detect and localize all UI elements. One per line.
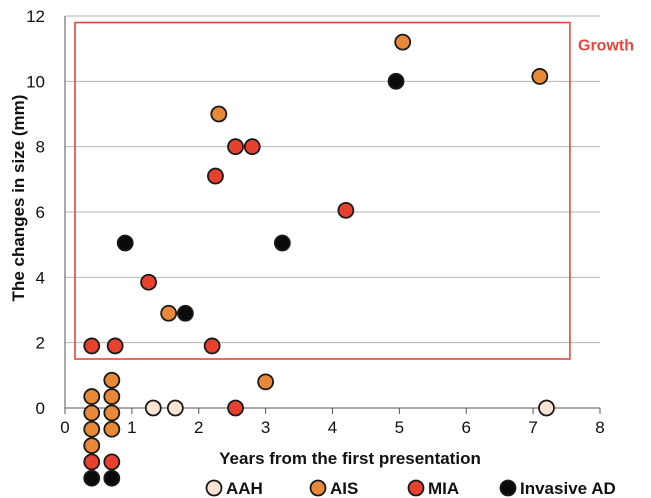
series-mia xyxy=(84,139,353,469)
growth-region-label: Growth xyxy=(578,38,634,55)
y-tick-label: 4 xyxy=(36,268,45,287)
data-point xyxy=(146,401,161,416)
data-point xyxy=(275,236,290,251)
x-tick-label: 2 xyxy=(194,418,203,437)
y-tick-label: 6 xyxy=(36,203,45,222)
data-point xyxy=(228,139,243,154)
data-point xyxy=(389,74,404,89)
data-point xyxy=(104,405,119,420)
x-tick-label: 4 xyxy=(328,418,337,437)
data-point xyxy=(208,169,223,184)
legend-marker xyxy=(207,481,222,496)
x-tick-label: 5 xyxy=(395,418,404,437)
x-tick-label: 8 xyxy=(595,418,604,437)
x-tick-label: 6 xyxy=(462,418,471,437)
x-tick-label: 7 xyxy=(528,418,537,437)
data-point xyxy=(104,471,119,486)
data-point xyxy=(338,203,353,218)
legend: AAH AIS MIA Invasive AD xyxy=(207,479,616,498)
legend-marker xyxy=(311,481,326,496)
axes xyxy=(65,16,600,414)
legend-label: Invasive AD xyxy=(520,479,616,498)
data-point xyxy=(245,139,260,154)
data-point xyxy=(228,401,243,416)
legend-marker xyxy=(501,481,516,496)
data-point xyxy=(84,389,99,404)
y-tick-label: 0 xyxy=(36,399,45,418)
legend-label: AIS xyxy=(330,479,358,498)
data-point xyxy=(104,422,119,437)
series-ais xyxy=(84,35,547,453)
legend-label: MIA xyxy=(428,479,459,498)
data-points xyxy=(84,35,554,486)
x-tick-label: 3 xyxy=(261,418,270,437)
data-point xyxy=(168,401,183,416)
data-point xyxy=(104,454,119,469)
y-tick-label: 2 xyxy=(36,334,45,353)
data-point xyxy=(161,306,176,321)
data-point xyxy=(539,401,554,416)
y-tick-label: 10 xyxy=(26,72,45,91)
data-point xyxy=(205,338,220,353)
data-point xyxy=(141,275,156,290)
data-point xyxy=(84,422,99,437)
grid-lines xyxy=(65,16,600,343)
data-point xyxy=(84,454,99,469)
data-point xyxy=(84,338,99,353)
y-tick-label: 12 xyxy=(26,7,45,26)
y-axis-title: The changes in size (mm) xyxy=(9,95,28,302)
data-point xyxy=(258,374,273,389)
growth-region-box xyxy=(75,23,570,359)
data-point xyxy=(104,373,119,388)
x-tick-label: 1 xyxy=(127,418,136,437)
data-point xyxy=(84,471,99,486)
y-tick-label: 8 xyxy=(36,138,45,157)
legend-marker xyxy=(409,481,424,496)
data-point xyxy=(178,306,193,321)
data-point xyxy=(118,236,133,251)
data-point xyxy=(532,69,547,84)
x-axis-title: Years from the first presentation xyxy=(219,449,481,468)
data-point xyxy=(84,438,99,453)
data-point xyxy=(395,35,410,50)
data-point xyxy=(104,389,119,404)
x-tick-label: 0 xyxy=(60,418,69,437)
data-point xyxy=(211,107,226,122)
data-point xyxy=(108,338,123,353)
growth-region: Growth xyxy=(75,23,634,359)
data-point xyxy=(84,405,99,420)
legend-label: AAH xyxy=(226,479,263,498)
